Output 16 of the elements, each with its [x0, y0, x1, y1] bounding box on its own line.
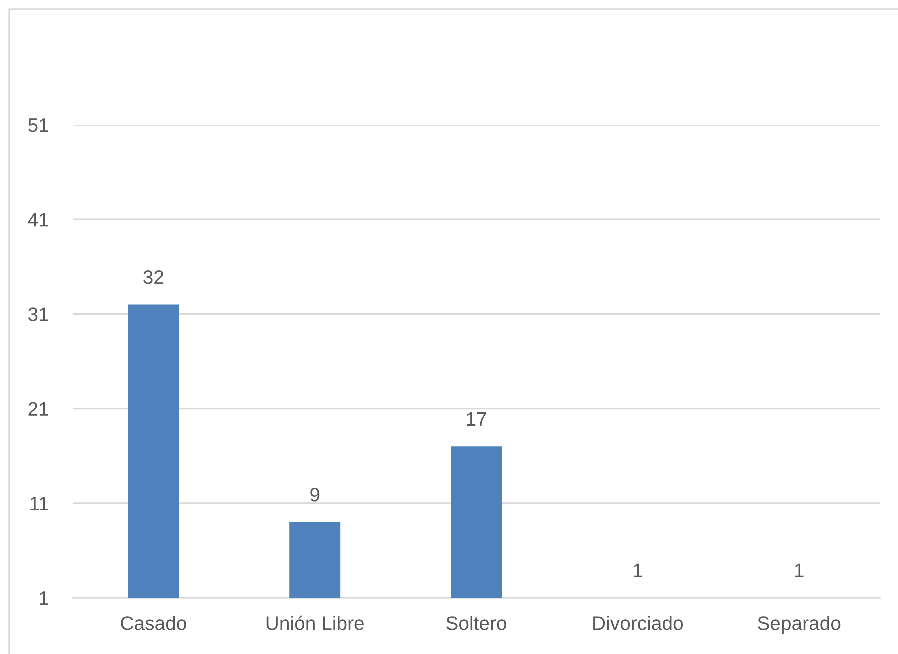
x-tick-label: Casado: [121, 616, 186, 630]
y-tick-label: 21: [28, 402, 48, 416]
data-label: 9: [310, 488, 320, 502]
data-label: 1: [795, 564, 804, 578]
data-label: 1: [634, 564, 642, 578]
y-tick-label: 51: [28, 118, 48, 132]
x-tick-label: Soltero: [446, 616, 506, 630]
data-label: 17: [467, 412, 486, 426]
x-tick-label: Unión Libre: [266, 616, 364, 630]
y-tick-label: 11: [30, 497, 48, 510]
y-tick-label: 1: [40, 592, 48, 606]
x-tick-label: Separado: [758, 616, 841, 634]
x-tick-label: Divorciado: [594, 616, 684, 630]
y-tick-label: 41: [28, 213, 48, 227]
data-label: 32: [144, 270, 164, 284]
y-tick-label: 31: [28, 308, 48, 322]
